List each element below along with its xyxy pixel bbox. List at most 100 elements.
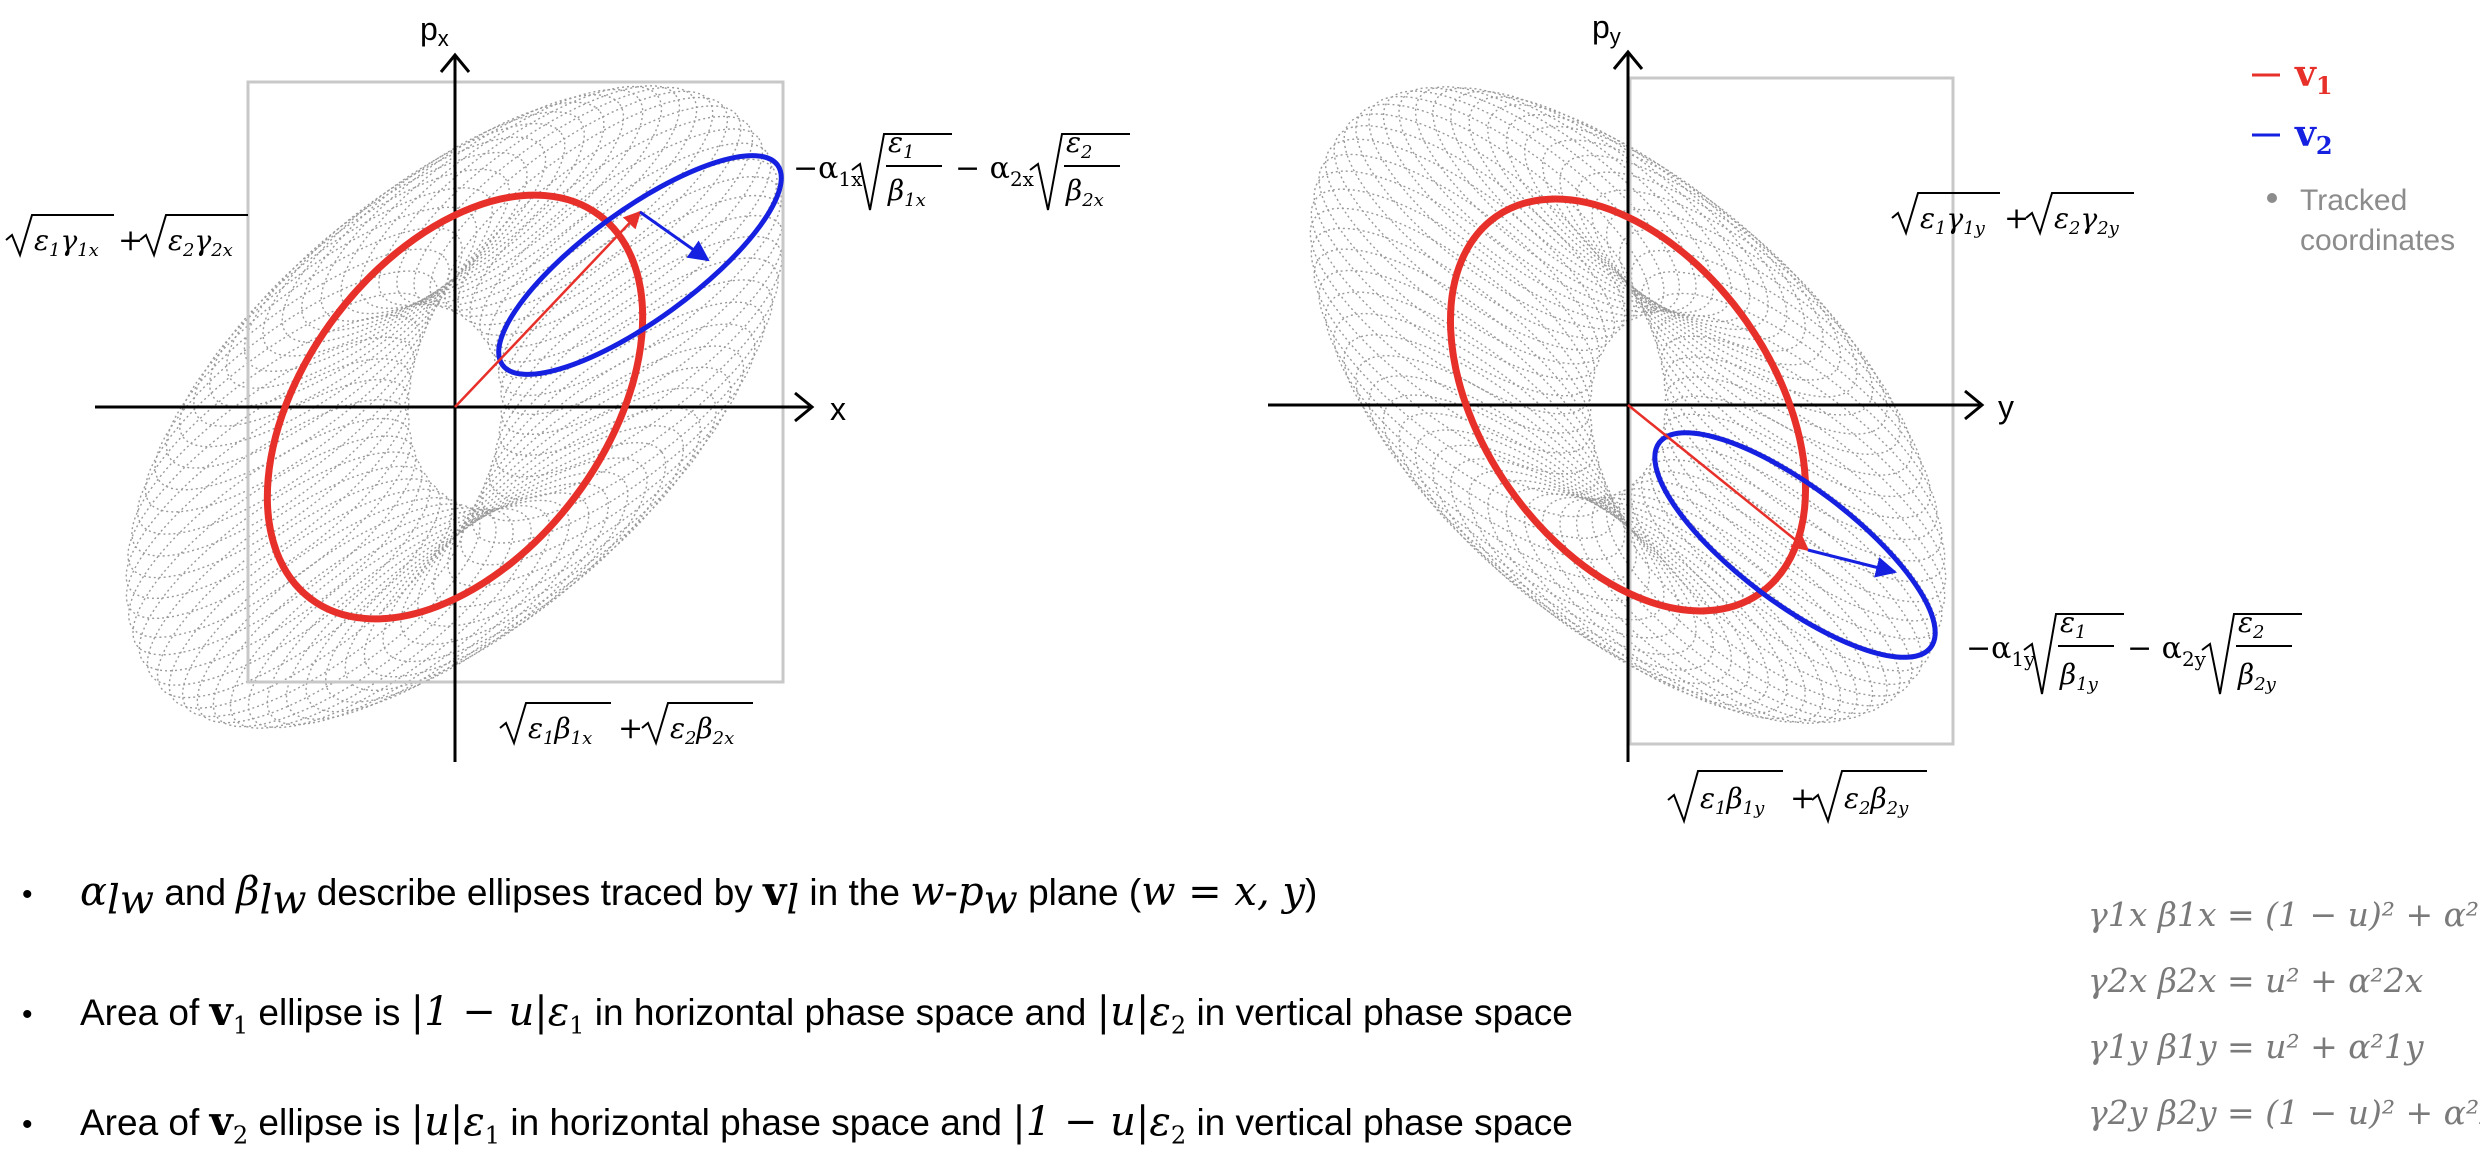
right-y-axis-label: py [1592,9,1621,49]
right-v1-vector [1627,404,1810,552]
right-y-axis-arrowhead [1612,49,1644,70]
bullet-1-text: αlw and βlw describe ellipses traced by … [80,868,1318,924]
tracked-coordinate-orbit [1640,271,1923,498]
legend-v1-label: v1 [2294,53,2333,100]
left-y-axis-arrowhead [439,52,471,73]
tracked-coordinate-orbit [447,366,732,587]
left-plot [95,52,815,762]
svg-text:β1y: β1y [2059,658,2099,695]
tracked-coordinate-orbit [131,336,416,557]
svg-text:− α2y: − α2y [2127,631,2207,671]
left-v1-ellipse [263,191,647,623]
svg-text:ε2: ε2 [1066,126,1092,163]
tracked-coordinate-orbit [489,279,773,500]
tracked-coordinate-orbit [156,478,441,699]
relation-4: γ2y β2y = (1 − u)² + α²2y [2088,1093,2480,1132]
svg-text:ε1β1x: ε1β1x [528,712,592,749]
tracked-coordinate-orbit [212,507,497,728]
tracked-coordinate-orbit [281,122,566,344]
legend-tracked-line1: Tracked [2300,184,2407,217]
tracked-coordinate-orbit [487,142,772,363]
tracked-coordinate-orbit [400,425,685,646]
tracked-coordinate-orbit [417,406,701,627]
svg-text:ε1γ1x: ε1γ1x [34,224,99,261]
bullet-3-text: Area of v2 ellipse is |u|ε1 in horizonta… [80,1098,1573,1150]
tracked-coordinate-orbit [429,90,714,311]
tracked-coordinate-orbit [1309,207,1592,434]
svg-text:ε2γ2x: ε2γ2x [168,224,233,261]
tracked-coordinate-orbit [229,508,514,729]
legend: v1 v2 Tracked coordinates [2252,53,2455,257]
bullet-2-text: Area of v1 ellipse is |1 − u|ε1 in horiz… [80,988,1573,1040]
left-y-axis-label: px [420,11,449,51]
left-v2-vector [639,210,710,262]
svg-text:+: + [1790,781,1815,816]
relation-1: γ1x β1x = (1 − u)² + α²1x [2088,895,2480,934]
tracked-coordinate-orbit [320,101,605,322]
tracked-coordinate-orbit [305,492,590,713]
right-x-axis-label: y [1998,389,2014,425]
tracked-coordinate-orbit [247,508,532,729]
left-v1-vector [454,210,642,408]
tracked-coordinate-orbit [432,387,717,608]
tracked-coordinate-orbit [132,435,417,656]
tracked-coordinate-orbit [1630,249,1913,476]
tracked-coordinate-orbit [1318,153,1601,380]
svg-text:ε2β2x: ε2β2x [670,712,734,749]
tracked-coordinate-orbit [1559,154,1842,381]
left-label-bottom: ε1β1x + ε2β2x [499,702,753,749]
tracked-coordinate-orbit [154,270,439,491]
tracked-coordinate-orbit [413,86,698,307]
legend-tracked-marker [2267,193,2277,203]
tracked-coordinate-orbit [1649,292,1932,519]
tracked-coordinate-orbit [481,301,766,522]
tracked-coordinate-orbit [498,176,782,397]
tracked-coordinate-orbit [396,85,681,306]
tracked-coordinate-orbit [165,248,450,469]
left-label-left: ε1γ1x + ε2γ2x [5,214,248,261]
tracked-coordinate-orbit [498,235,783,456]
tracked-coordinate-orbit [125,378,410,600]
tracked-coordinate-orbit [1313,170,1596,397]
tracked-coordinate-orbit [127,358,412,579]
tracked-coordinate-orbit [1619,228,1901,456]
left-bounding-box [246,80,785,684]
right-label-right-top: ε1γ1y + ε2γ2y [1891,192,2134,239]
tracked-coordinate-orbit [125,398,410,620]
svg-text:+: + [618,711,643,746]
right-bounding-box [1628,76,1955,746]
bullet-dot: • [22,998,33,1031]
right-label-right-bottom: −α1y ε1 β1y − α2y ε2 β2y [1966,606,2302,695]
tracked-coordinate-orbit [178,227,463,448]
svg-text:ε2: ε2 [2238,606,2264,643]
tracked-coordinate-orbit [479,128,764,349]
svg-text:β2x: β2x [1065,174,1104,211]
tracked-coordinate-orbit [469,115,754,336]
tracked-coordinate-orbit [1524,125,1806,352]
tracked-coordinate-orbit [1432,87,1714,314]
right-x-axis-arrowhead [1964,389,1985,421]
right-v2-vector [1807,548,1898,578]
tracked-coordinate-orbit [1324,291,1607,518]
left-x-axis-arrowhead [794,391,815,423]
tracked-coordinate-orbit [193,206,478,427]
tracked-coordinate-orbit [146,465,431,686]
svg-text:β2y: β2y [2237,658,2277,695]
tracked-coordinate-orbit [128,417,412,638]
right-plot [1268,49,1985,762]
tracked-coordinate-orbit [301,111,585,332]
svg-text:ε1: ε1 [2060,606,2086,643]
tracked-coordinate-orbit [1313,248,1596,475]
legend-v2-label: v2 [2294,113,2333,160]
svg-text:−α1y: −α1y [1966,631,2036,671]
svg-text:ε2γ2y: ε2γ2y [2054,202,2120,239]
tracked-coordinate-orbit [500,194,785,416]
tracked-coordinate-orbit [325,482,609,703]
bullet-dot: • [22,1108,33,1141]
tracked-coordinate-orbit [1343,113,1626,340]
svg-text:+: + [2004,201,2029,236]
tracked-coordinate-orbit [1575,171,1858,398]
tracked-coordinate-orbit [225,168,510,389]
tracked-coordinate-orbit [1318,269,1601,496]
right-v2-ellipse [1652,430,1938,660]
